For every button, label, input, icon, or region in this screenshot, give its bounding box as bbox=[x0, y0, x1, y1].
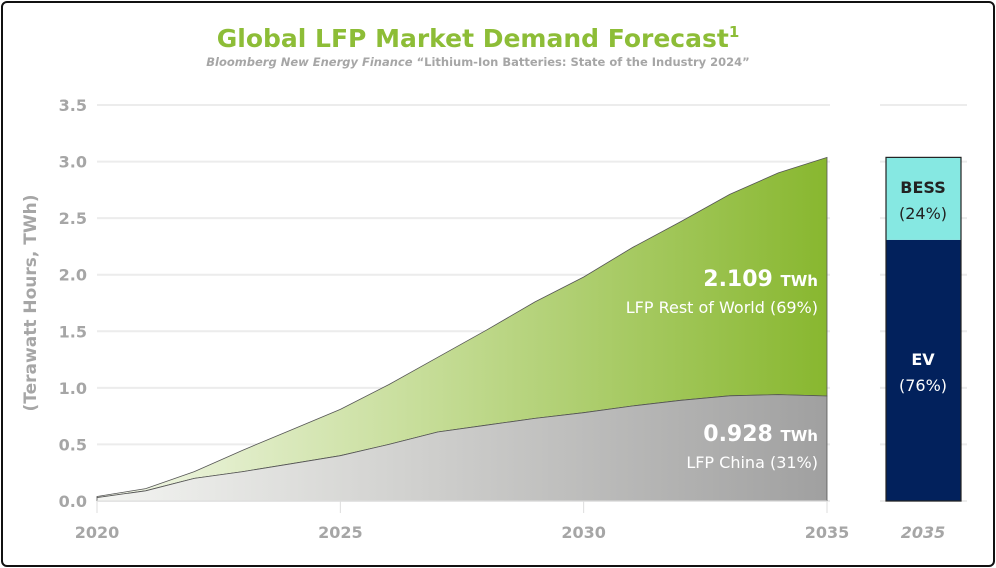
side-bar-category-label: 2035 bbox=[901, 523, 946, 542]
y-tick-label: 1.5 bbox=[59, 322, 87, 341]
y-tick-label: 3.0 bbox=[59, 153, 87, 172]
x-tick-label: 2035 bbox=[805, 523, 850, 542]
area-lfp-china bbox=[96, 394, 828, 502]
bess-label: BESS bbox=[900, 178, 945, 197]
bar-segment-ev bbox=[886, 239, 961, 501]
chart-title: Global LFP Market Demand Forecast1 bbox=[217, 23, 740, 53]
bar-outline bbox=[885, 156, 962, 502]
bess-percent: (24%) bbox=[899, 204, 947, 223]
annotation-china: 0.928 TWh LFP China (31%) bbox=[686, 422, 818, 472]
y-tick-label: 2.0 bbox=[59, 266, 87, 285]
china-series-label: LFP China (31%) bbox=[686, 453, 818, 472]
x-tick-label: 2020 bbox=[75, 523, 120, 542]
y-tick-label: 1.0 bbox=[59, 379, 87, 398]
y-tick-label: 3.5 bbox=[59, 96, 87, 115]
y-tick-label: 0.0 bbox=[59, 492, 87, 511]
y-tick-label: 0.5 bbox=[59, 435, 87, 454]
ev-label: EV bbox=[911, 350, 935, 369]
ev-percent: (76%) bbox=[899, 376, 947, 395]
x-tick-label: 2030 bbox=[561, 523, 606, 542]
bar-segment-bess bbox=[886, 157, 961, 240]
annotation-row: 2.109 TWh LFP Rest of World (69%) bbox=[626, 267, 818, 317]
row-value-label: 2.109 TWh bbox=[703, 267, 818, 292]
chart-subtitle: Bloomberg New Energy Finance “Lithium-Io… bbox=[206, 55, 749, 69]
y-tick-label: 2.5 bbox=[59, 209, 87, 228]
row-series-label: LFP Rest of World (69%) bbox=[626, 298, 818, 317]
y-axis-label: (Terawatt Hours, TWh) bbox=[21, 195, 41, 412]
china-value-label: 0.928 TWh bbox=[703, 422, 818, 447]
x-tick-label: 2025 bbox=[318, 523, 363, 542]
